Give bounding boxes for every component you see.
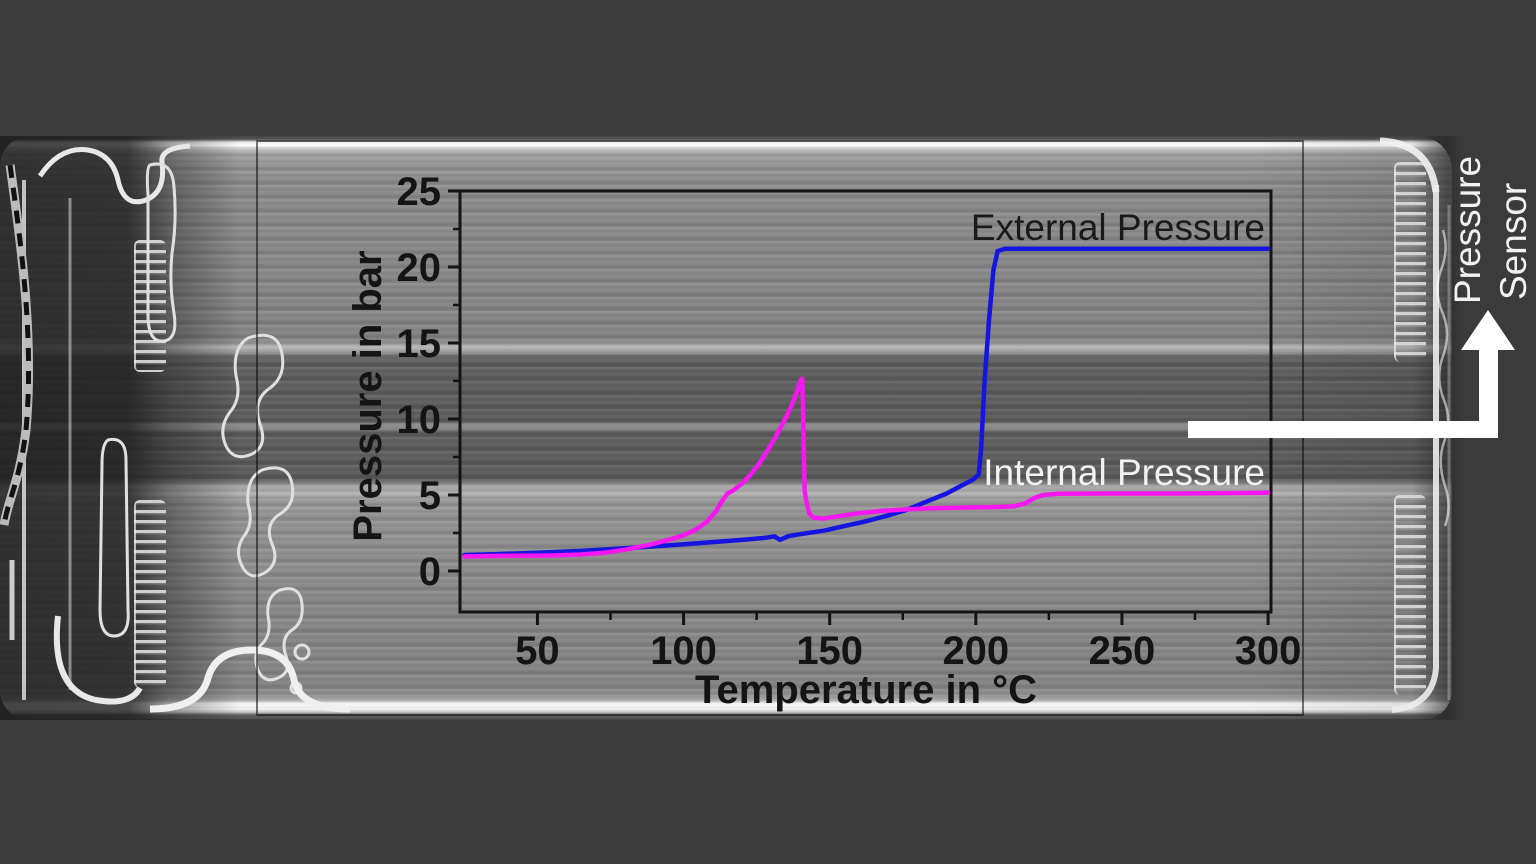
svg-text:250: 250 (1089, 629, 1156, 673)
electrode-edge-comb-right-lower (1394, 495, 1426, 695)
pressure-sensor-arrow-shaft-vertical (1479, 348, 1498, 428)
electrode-edge-comb-left-upper (134, 240, 166, 372)
svg-text:50: 50 (515, 629, 560, 673)
svg-text:15: 15 (397, 322, 442, 366)
external-pressure-label: External Pressure (970, 207, 1265, 248)
pressure-sensor-label: Pressure Sensor (1445, 144, 1536, 304)
svg-text:10: 10 (397, 398, 442, 442)
svg-text:5: 5 (419, 474, 441, 518)
svg-text:0: 0 (419, 550, 441, 594)
internal-pressure-label: Internal Pressure (983, 452, 1265, 493)
x-axis-title: Temperature in °C (695, 668, 1037, 712)
cell-left-interior-shadow (0, 136, 250, 720)
svg-text:200: 200 (942, 629, 1009, 673)
svg-text:100: 100 (650, 629, 717, 673)
svg-text:25: 25 (397, 170, 442, 214)
pressure-sensor-label-line2: Sensor (1493, 182, 1534, 300)
pressure-sensor-label-line1: Pressure (1447, 155, 1488, 304)
svg-text:300: 300 (1235, 629, 1302, 673)
pressure-sensor-arrow-shaft-horizontal (1188, 421, 1498, 438)
svg-text:20: 20 (397, 246, 442, 290)
svg-text:150: 150 (796, 629, 863, 673)
y-axis-title: Pressure in bar (346, 250, 390, 542)
electrode-edge-comb-right-upper (1394, 162, 1426, 362)
electrode-edge-comb-left-lower (134, 500, 166, 688)
pressure-sensor-arrow-head-icon (1461, 310, 1515, 350)
